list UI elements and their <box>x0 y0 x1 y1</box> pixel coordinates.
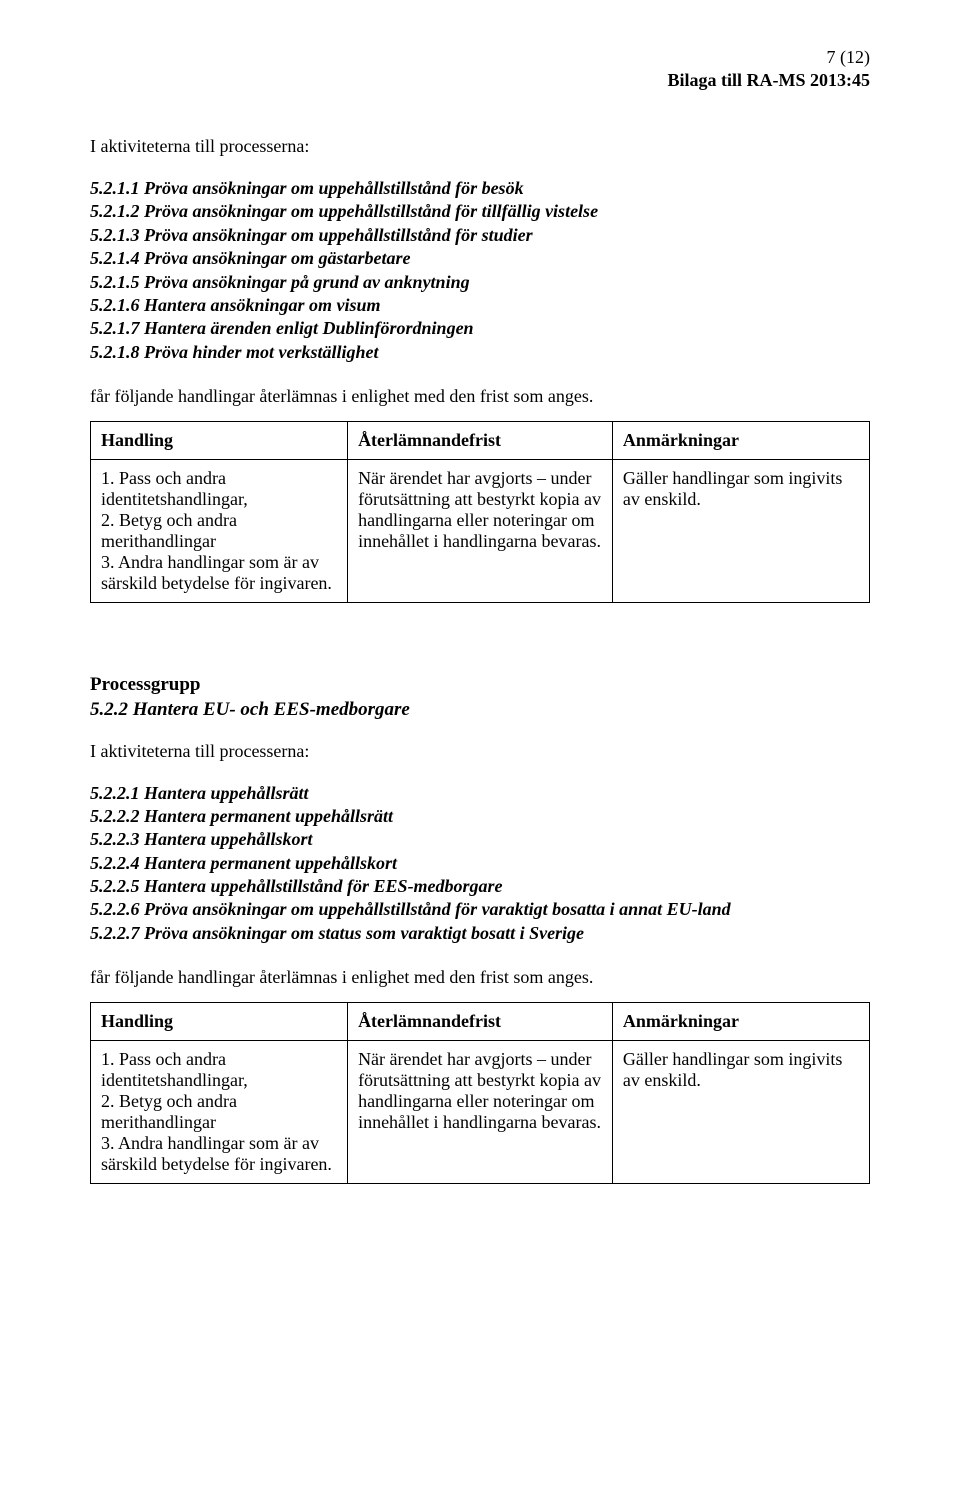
table-row: 1. Pass och andra identitetshandlingar, … <box>91 1041 870 1184</box>
table-header-cell: Handling <box>91 1003 348 1041</box>
process-item: 5.2.1.7 Hantera ärenden enligt Dublinför… <box>90 317 870 340</box>
process-item: 5.2.1.3 Pröva ansökningar om uppehållsti… <box>90 224 870 247</box>
table-cell-aterlamnandefrist: När ärendet har avgjorts – under förutsä… <box>348 460 613 603</box>
table-header-row: Handling Återlämnandefrist Anmärkningar <box>91 1003 870 1041</box>
process-item: 5.2.2.4 Hantera permanent uppehållskort <box>90 852 870 875</box>
table-header-cell: Återlämnandefrist <box>348 1003 613 1041</box>
document-page: 7 (12) Bilaga till RA-MS 2013:45 I aktiv… <box>0 0 960 1487</box>
process-item: 5.2.2.1 Hantera uppehållsrätt <box>90 782 870 805</box>
process-item: 5.2.2.6 Pröva ansökningar om uppehållsti… <box>90 898 870 921</box>
header-block: 7 (12) Bilaga till RA-MS 2013:45 <box>668 46 871 93</box>
section1-intro: I aktiviteterna till processerna: <box>90 136 870 157</box>
section1-followtext: får följande handlingar återlämnas i enl… <box>90 386 870 407</box>
section2-process-list: 5.2.2.1 Hantera uppehållsrätt 5.2.2.2 Ha… <box>90 782 870 946</box>
list-item: 2. Betyg och andra merithandlingar <box>101 510 337 552</box>
process-item: 5.2.2.2 Hantera permanent uppehållsrätt <box>90 805 870 828</box>
list-item: 1. Pass och andra identitetshandlingar, <box>101 1049 337 1091</box>
table-cell-anmarkningar: Gäller handlingar som ingivits av enskil… <box>612 460 869 603</box>
list-item: 3. Andra handlingar som är av särskild b… <box>101 552 337 594</box>
section1-process-list: 5.2.1.1 Pröva ansökningar om uppehållsti… <box>90 177 870 364</box>
table-header-cell: Återlämnandefrist <box>348 422 613 460</box>
table-cell-aterlamnandefrist: När ärendet har avgjorts – under förutsä… <box>348 1041 613 1184</box>
process-item: 5.2.2.7 Pröva ansökningar om status som … <box>90 922 870 945</box>
attachment-label: Bilaga till RA-MS 2013:45 <box>668 69 871 92</box>
table-cell-handling: 1. Pass och andra identitetshandlingar, … <box>91 1041 348 1184</box>
list-item: 2. Betyg och andra merithandlingar <box>101 1091 337 1133</box>
process-item: 5.2.1.8 Pröva hinder mot verkställighet <box>90 341 870 364</box>
processgrupp-heading: Processgrupp 5.2.2 Hantera EU- och EES-m… <box>90 673 870 722</box>
process-item: 5.2.2.5 Hantera uppehållstillstånd för E… <box>90 875 870 898</box>
section2-followtext: får följande handlingar återlämnas i enl… <box>90 967 870 988</box>
list-item: 3. Andra handlingar som är av särskild b… <box>101 1133 337 1175</box>
table-header-row: Handling Återlämnandefrist Anmärkningar <box>91 422 870 460</box>
table-header-cell: Anmärkningar <box>612 422 869 460</box>
table-header-cell: Anmärkningar <box>612 1003 869 1041</box>
table-row: 1. Pass och andra identitetshandlingar, … <box>91 460 870 603</box>
process-item: 5.2.1.2 Pröva ansökningar om uppehållsti… <box>90 200 870 223</box>
list-item: 1. Pass och andra identitetshandlingar, <box>101 468 337 510</box>
process-item: 5.2.1.4 Pröva ansökningar om gästarbetar… <box>90 247 870 270</box>
table-cell-handling: 1. Pass och andra identitetshandlingar, … <box>91 460 348 603</box>
processgrupp-title: 5.2.2 Hantera EU- och EES-medborgare <box>90 698 870 723</box>
process-item: 5.2.2.3 Hantera uppehållskort <box>90 828 870 851</box>
process-item: 5.2.1.6 Hantera ansökningar om visum <box>90 294 870 317</box>
table1: Handling Återlämnandefrist Anmärkningar … <box>90 421 870 603</box>
process-item: 5.2.1.5 Pröva ansökningar på grund av an… <box>90 271 870 294</box>
processgrupp-label: Processgrupp <box>90 673 870 698</box>
table-header-cell: Handling <box>91 422 348 460</box>
table-cell-anmarkningar: Gäller handlingar som ingivits av enskil… <box>612 1041 869 1184</box>
table2: Handling Återlämnandefrist Anmärkningar … <box>90 1002 870 1184</box>
section2-intro: I aktiviteterna till processerna: <box>90 741 870 762</box>
page-indicator: 7 (12) <box>668 46 871 69</box>
process-item: 5.2.1.1 Pröva ansökningar om uppehållsti… <box>90 177 870 200</box>
